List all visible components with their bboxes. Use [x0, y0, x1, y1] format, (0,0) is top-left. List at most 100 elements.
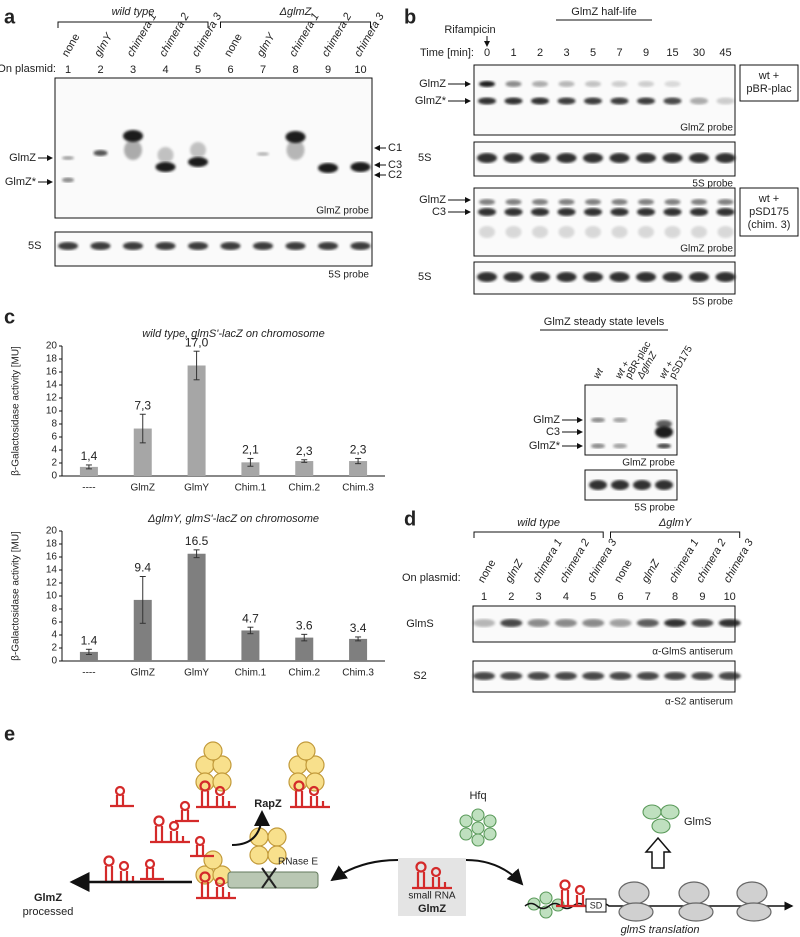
band	[473, 619, 495, 627]
band	[689, 272, 709, 282]
bar	[349, 638, 368, 661]
band	[610, 208, 629, 216]
band	[609, 619, 632, 627]
lane-label: glmZ	[503, 557, 526, 585]
band	[584, 97, 602, 105]
strain-label: wt +	[758, 70, 779, 82]
decoration	[227, 871, 319, 889]
time-label: 7	[616, 47, 622, 59]
panel-title: GlmZ steady state levels	[544, 316, 665, 328]
label: GlmZ probe	[680, 123, 733, 134]
band	[557, 97, 576, 105]
band	[691, 672, 714, 680]
chart-title: ΔglmY, glmS'-lacZ on chromosome	[147, 513, 319, 525]
band	[716, 97, 735, 105]
band	[532, 226, 548, 238]
lane-label: chimera 2	[320, 11, 355, 59]
band	[350, 162, 371, 172]
bar	[133, 599, 152, 661]
band	[611, 81, 628, 87]
band	[718, 672, 741, 680]
band	[58, 242, 78, 250]
band	[591, 417, 605, 423]
strain-label: pBR-plac	[746, 83, 792, 95]
decoration	[678, 881, 710, 905]
decoration	[618, 881, 650, 905]
group-label: wild type	[517, 517, 560, 529]
panel-title: GlmZ half-life	[571, 6, 636, 18]
value-label: 1.4	[81, 633, 98, 647]
band	[613, 417, 627, 423]
band	[190, 142, 206, 158]
lane-number: 8	[292, 64, 298, 76]
blot	[54, 77, 373, 219]
lane-label: chimera 3	[190, 10, 225, 59]
decoration	[644, 836, 672, 869]
decoration	[267, 845, 287, 865]
label: GlmZ probe	[622, 458, 675, 469]
band	[715, 272, 736, 282]
label: GlmZ*	[415, 95, 447, 107]
lane-label: wt	[591, 366, 606, 381]
y-tick-label: 6	[51, 432, 57, 443]
panel-label: d	[404, 508, 416, 530]
bar	[133, 428, 152, 476]
band	[583, 153, 603, 163]
panel-e-diagram	[69, 741, 794, 922]
error-bar	[139, 576, 146, 624]
panel-label: a	[4, 6, 16, 28]
label: Rifampicin	[444, 24, 495, 36]
band	[584, 208, 602, 216]
decoration	[471, 833, 485, 847]
y-tick-label: 2	[51, 458, 57, 469]
band	[689, 153, 709, 163]
band	[636, 672, 659, 680]
y-tick-label: 16	[46, 552, 58, 563]
error-bar	[247, 626, 254, 635]
band	[504, 208, 523, 216]
band	[479, 199, 495, 205]
decoration	[212, 772, 232, 792]
group-label: wild type	[112, 6, 155, 18]
band	[583, 272, 603, 282]
band	[663, 97, 682, 105]
y-tick-label: 8	[51, 604, 57, 615]
lane-number: 4	[162, 64, 168, 76]
label: α-GlmS antiserum	[652, 647, 733, 658]
band	[531, 208, 549, 216]
group-label: ΔglmZ	[279, 6, 313, 18]
lane-number: 2	[97, 64, 103, 76]
decoration	[296, 741, 316, 761]
band	[664, 199, 681, 205]
strain-box	[739, 187, 799, 237]
decoration	[471, 821, 485, 835]
x-tick-label: Chim.3	[342, 483, 374, 494]
band	[637, 208, 655, 216]
x-tick-label: GlmZ	[131, 668, 155, 679]
band	[609, 272, 630, 282]
lane-label: chimera 1	[125, 11, 160, 59]
error-bar	[139, 413, 146, 444]
band	[657, 443, 671, 449]
lane-number: 1	[481, 591, 487, 603]
lane-label: chimera 2	[157, 11, 192, 59]
lane-label: glmY	[255, 31, 278, 59]
decoration	[330, 859, 399, 882]
label: C3	[546, 426, 560, 438]
y-tick-label: 10	[46, 591, 58, 602]
band	[663, 208, 682, 216]
bar	[241, 462, 260, 476]
band	[124, 140, 142, 160]
label: 5S probe	[328, 270, 369, 281]
label: GlmZ	[419, 194, 446, 206]
bracket	[57, 21, 209, 28]
band	[473, 672, 495, 680]
value-label: 2,3	[296, 444, 313, 458]
label: GlmZ	[419, 78, 446, 90]
group-label: ΔglmY	[658, 517, 692, 529]
bar	[295, 637, 314, 661]
y-tick-label: 0	[51, 471, 57, 482]
band	[556, 153, 577, 163]
plasmid-label: On plasmid:	[402, 572, 461, 584]
time-label: 5	[590, 47, 596, 59]
